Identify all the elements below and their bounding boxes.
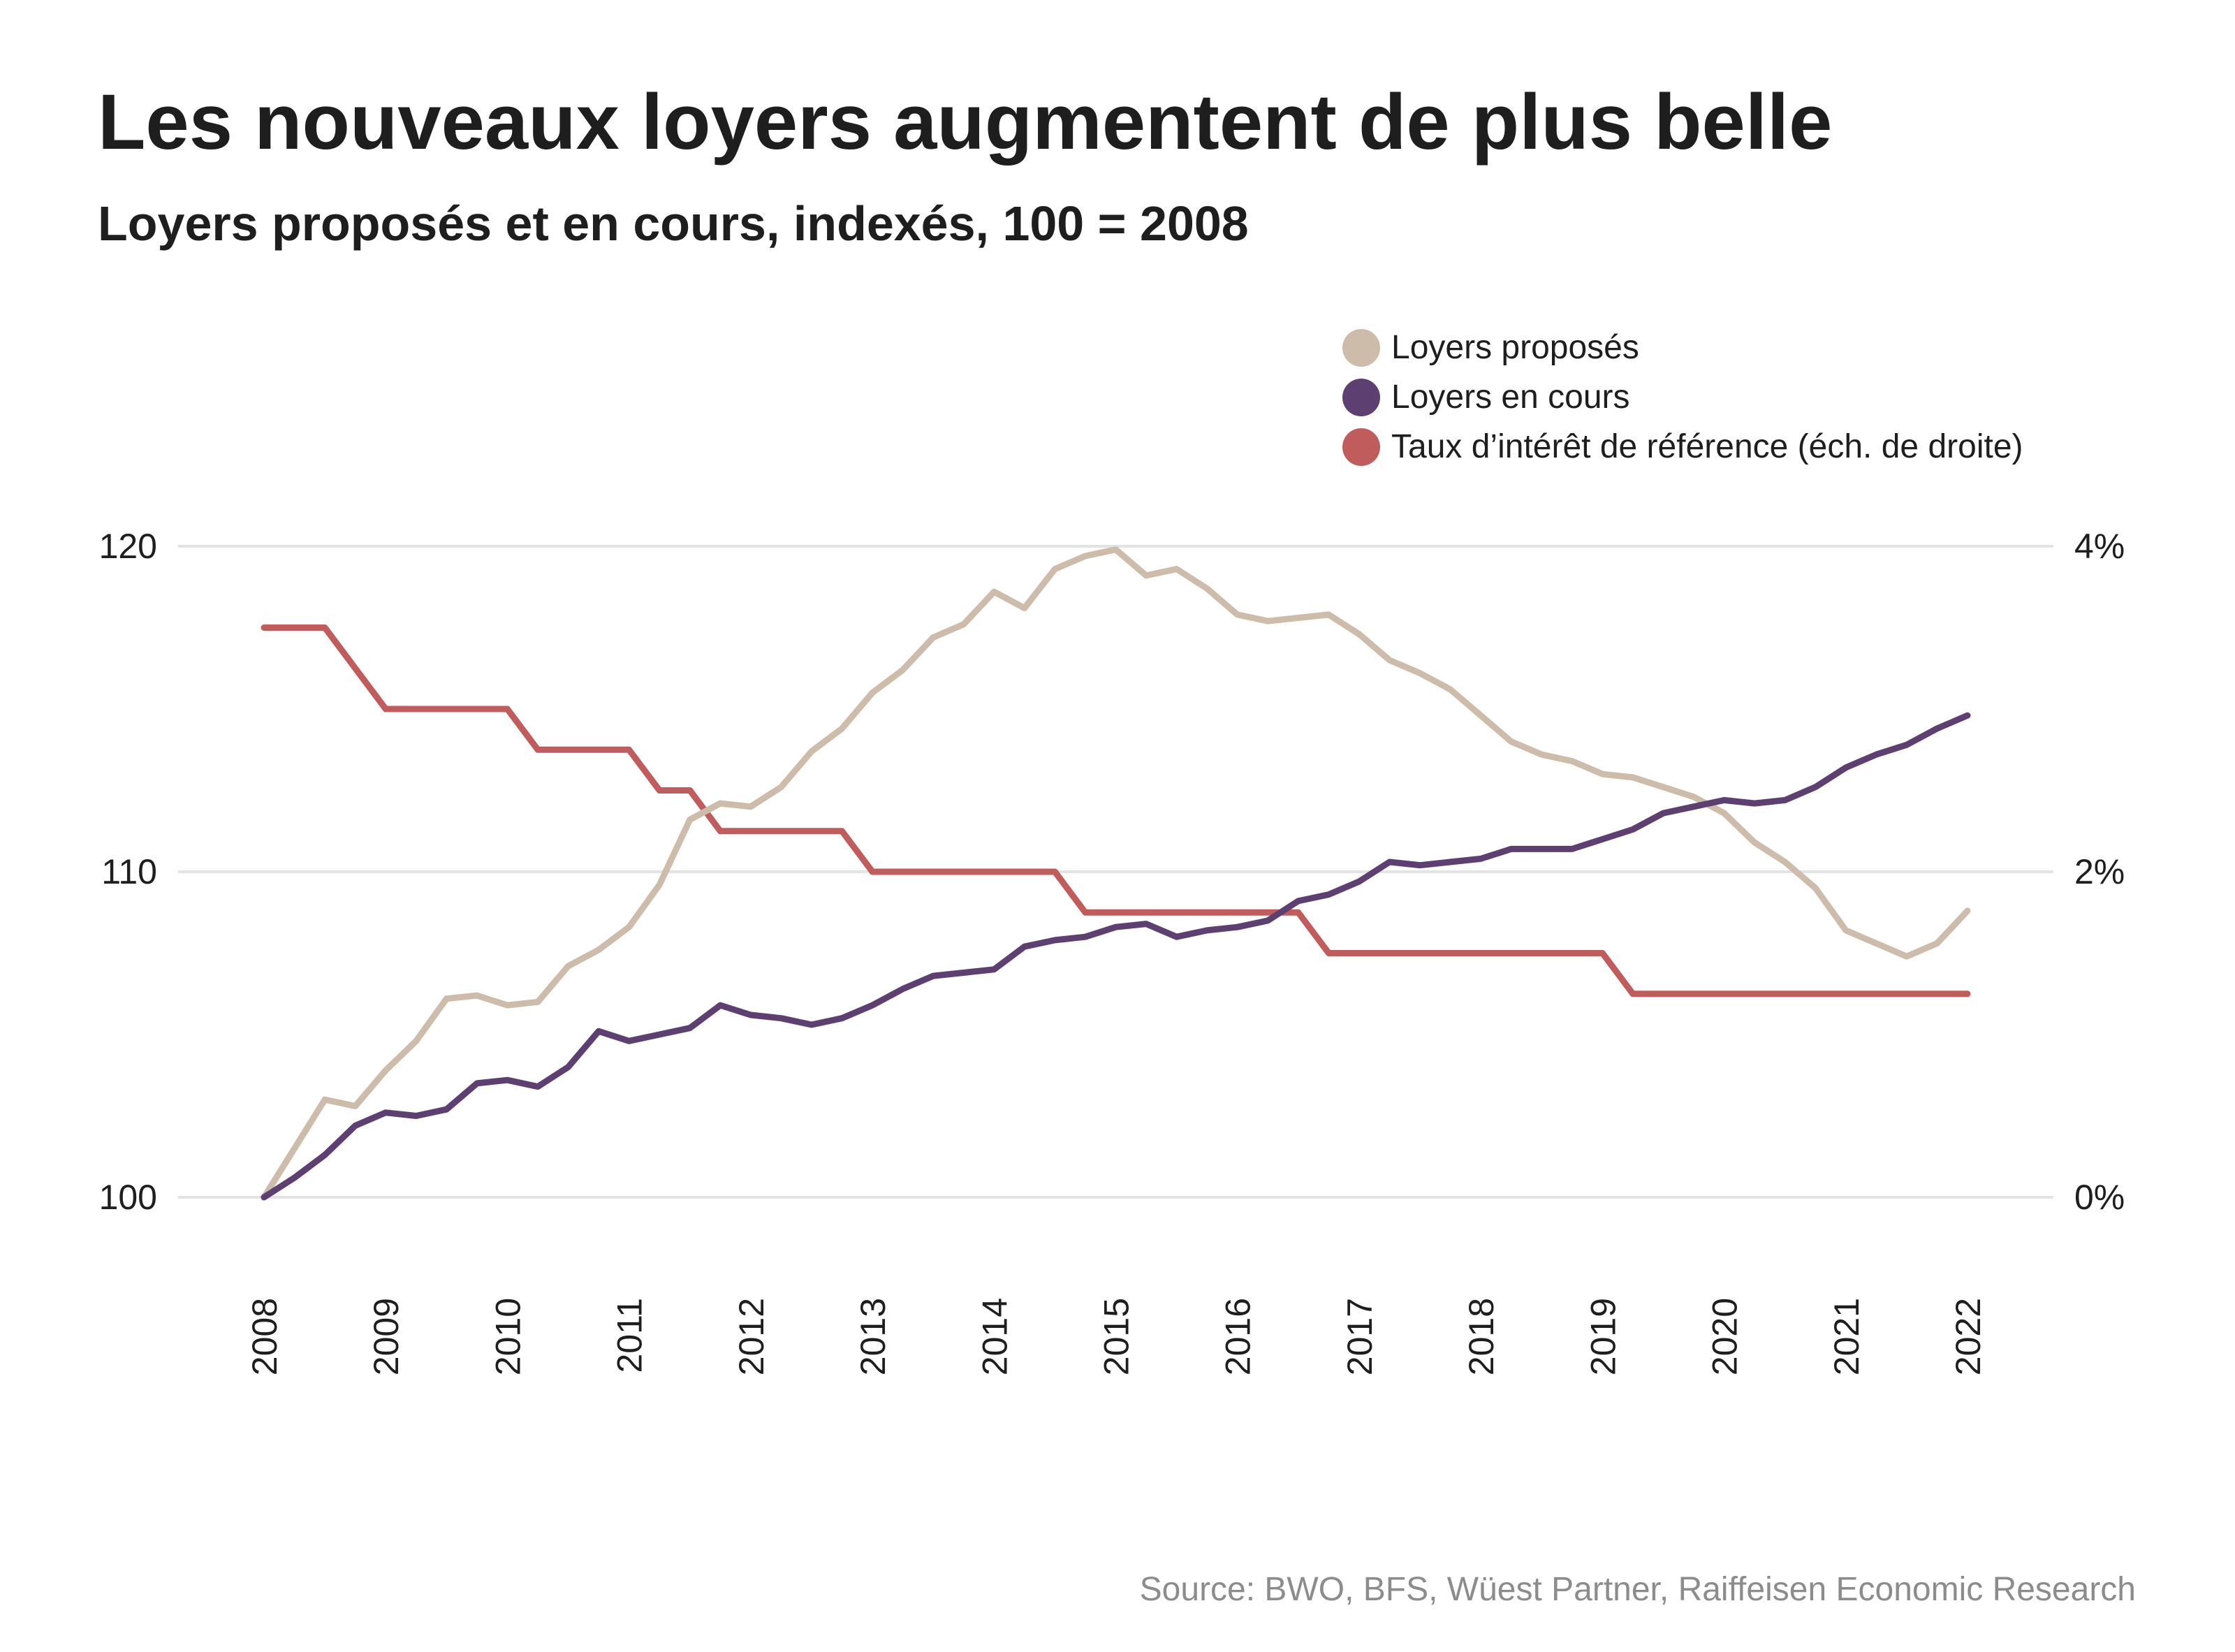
legend-item-loyers-proposes: Loyers proposés (1342, 323, 2023, 372)
x-tick-label: 2021 (1827, 1298, 1866, 1375)
x-tick-label: 2018 (1462, 1298, 1501, 1375)
series-line-loyers-proposes (261, 546, 1971, 1201)
chart-title: Les nouveaux loyers augmentent de plus b… (98, 78, 1833, 166)
x-tick-label: 2014 (975, 1298, 1014, 1375)
source-note: Source: BWO, BFS, Wüest Partner, Raiffei… (1139, 1571, 2136, 1608)
x-tick-label: 2012 (732, 1298, 771, 1375)
y-tick-label: 100 (99, 1178, 157, 1217)
legend-item-taux-reference: Taux d’intérêt de référence (éch. de dro… (1342, 422, 2023, 472)
legend-swatch-loyers-proposes (1342, 328, 1380, 367)
legend-label: Loyers proposés (1391, 329, 1639, 366)
legend-label: Loyers en cours (1391, 379, 1630, 416)
x-tick-label: 2009 (367, 1298, 406, 1375)
x-tick-label: 2015 (1097, 1298, 1136, 1375)
x-tick-label: 2011 (610, 1298, 650, 1373)
x-tick-label: 2020 (1706, 1298, 1745, 1375)
x-tick-label: 2017 (1340, 1298, 1379, 1375)
x-tick-label: 2019 (1583, 1298, 1622, 1375)
y-tick-label: 110 (101, 852, 157, 891)
x-tick-label: 2010 (488, 1298, 527, 1375)
y2-tick-label: 2% (2074, 852, 2125, 891)
series-line-loyers-en-cours (261, 712, 1971, 1201)
series-line-taux-reference (261, 624, 1971, 997)
legend-swatch-loyers-en-cours (1342, 378, 1380, 416)
x-tick-label: 2013 (853, 1298, 893, 1375)
x-tick-label: 2022 (1949, 1298, 1988, 1375)
y2-tick-label: 4% (2074, 527, 2125, 566)
legend-swatch-taux-reference (1342, 427, 1380, 466)
x-tick-label: 2016 (1219, 1298, 1258, 1375)
chart-subtitle: Loyers proposés et en cours, indexés, 10… (98, 196, 1249, 251)
legend-label: Taux d’intérêt de référence (éch. de dro… (1391, 428, 2023, 465)
x-tick-label: 2008 (245, 1298, 284, 1375)
y2-tick-label: 0% (2074, 1178, 2125, 1217)
legend-item-loyers-en-cours: Loyers en cours (1342, 372, 2023, 422)
legend: Loyers proposés Loyers en cours Taux d’i… (1342, 323, 2023, 472)
y-tick-label: 120 (99, 527, 157, 566)
